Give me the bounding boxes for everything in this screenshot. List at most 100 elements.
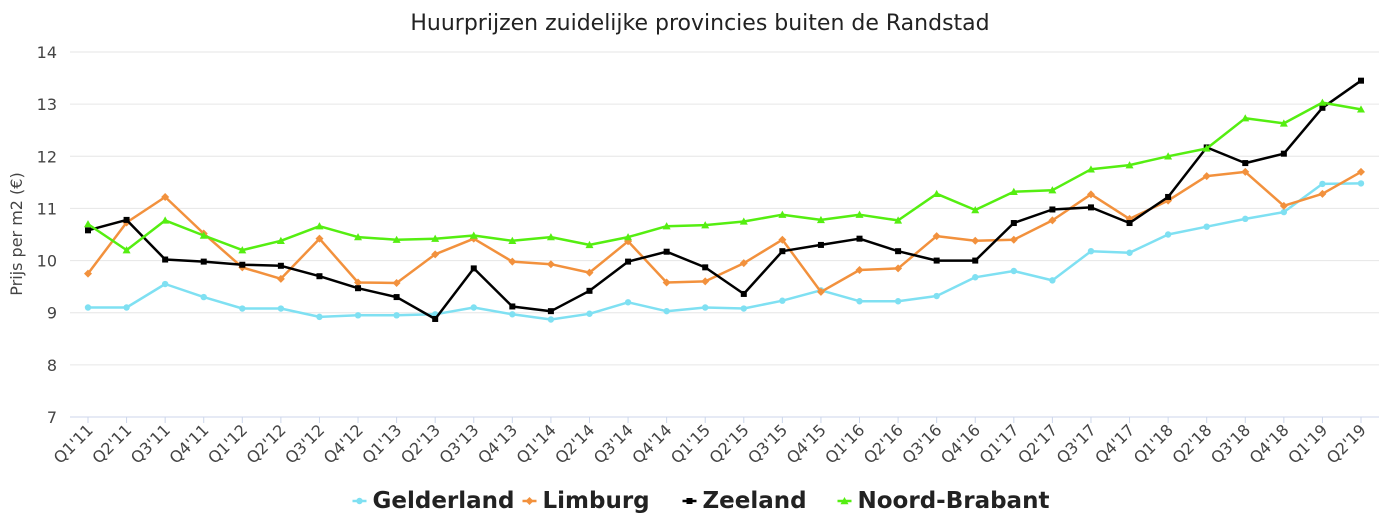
data-point [1202,172,1211,181]
x-tick-label: Q4'15 [783,420,830,467]
data-point [856,235,863,242]
data-point [392,278,401,287]
data-point [239,261,246,268]
data-point [894,264,903,273]
data-point [525,497,534,505]
data-point [856,298,863,305]
legend-item[interactable]: Zeeland [682,488,807,514]
data-point [585,240,594,249]
data-point [739,259,748,268]
series-gelderland [84,180,1365,323]
x-tick-label: Q2'17 [1014,420,1061,467]
data-point [1087,204,1094,211]
data-point [84,269,92,278]
x-tick-label: Q2'16 [860,420,907,467]
legend: Gelderland Limburg Zeeland Noord-Brabant [352,488,1050,514]
data-point [123,304,130,311]
data-point [1241,167,1250,176]
data-point [161,192,170,201]
x-tick-label: Q1'11 [50,420,97,467]
data-point [546,260,555,269]
legend-item[interactable]: Limburg [522,488,650,514]
data-point [1203,223,1210,230]
data-point [662,278,671,287]
x-tick-label: Q4'13 [474,420,521,467]
x-tick-label: Q3'17 [1053,420,1100,467]
x-tick-label: Q3'15 [744,420,791,467]
data-point [547,316,555,323]
data-point [239,305,246,312]
x-tick-label: Q1'18 [1130,420,1177,467]
data-point [779,248,786,255]
data-point [1357,167,1365,176]
y-tick-label: 14 [37,43,57,62]
data-point [625,258,632,265]
data-point [701,221,710,229]
data-point [509,311,516,318]
legend-item[interactable]: Noord-Brabant [837,488,1050,514]
data-point [895,248,902,255]
data-point [238,246,247,254]
data-point [1165,193,1172,200]
x-tick-label: Q1'12 [204,420,251,467]
data-point [1357,180,1365,187]
x-tick-label: Q3'11 [127,420,174,467]
x-tick-label: Q2'18 [1168,420,1215,467]
data-point [624,299,632,306]
data-point [1280,208,1288,216]
x-tick-label: Q2'15 [706,420,753,467]
data-point [663,248,670,255]
data-point [392,235,401,243]
data-point [1048,216,1057,225]
data-point [546,233,555,241]
data-point [1164,152,1173,160]
data-point [276,236,285,244]
x-tick-label: Q1'19 [1284,420,1331,467]
legend-label: Zeeland [703,488,807,514]
x-tick-label: Q4'14 [628,420,675,467]
data-point [393,294,400,301]
x-tick-label: Q3'18 [1207,420,1254,467]
data-point [355,285,362,292]
legend-item[interactable]: Gelderland [352,488,515,514]
data-point [816,215,825,224]
x-tick-label: Q4'17 [1091,420,1138,467]
x-tick-label: Q3'16 [898,420,945,467]
series-limburg [84,167,1365,296]
data-point [84,220,92,228]
data-point [778,210,787,218]
data-point [161,280,169,288]
data-point [663,307,670,315]
gridlines [70,51,1379,418]
y-tick-label: 7 [47,408,57,427]
data-point [1086,165,1095,173]
data-point [1126,220,1133,227]
x-tick-label: Q2'14 [551,420,598,467]
data-point [817,241,824,248]
data-point [971,205,980,214]
data-point [1086,190,1095,199]
data-point [816,287,825,296]
data-point [432,315,439,322]
data-point [84,304,92,311]
data-point [469,231,478,239]
data-point [161,216,170,224]
data-point [702,304,709,311]
y-tick-label: 11 [37,199,57,218]
data-point [1357,105,1365,113]
data-point [586,310,593,317]
data-point [686,498,693,504]
series-zeeland [85,77,1364,322]
data-point [277,305,285,312]
x-tick-label: Q4'16 [937,420,984,467]
data-point [855,210,864,218]
data-point [779,297,786,304]
data-point [316,273,323,280]
data-point [509,303,516,310]
data-point [894,298,902,305]
y-tick-label: 9 [47,304,57,323]
data-point [277,262,284,269]
data-point [122,246,131,254]
data-point [702,264,709,271]
